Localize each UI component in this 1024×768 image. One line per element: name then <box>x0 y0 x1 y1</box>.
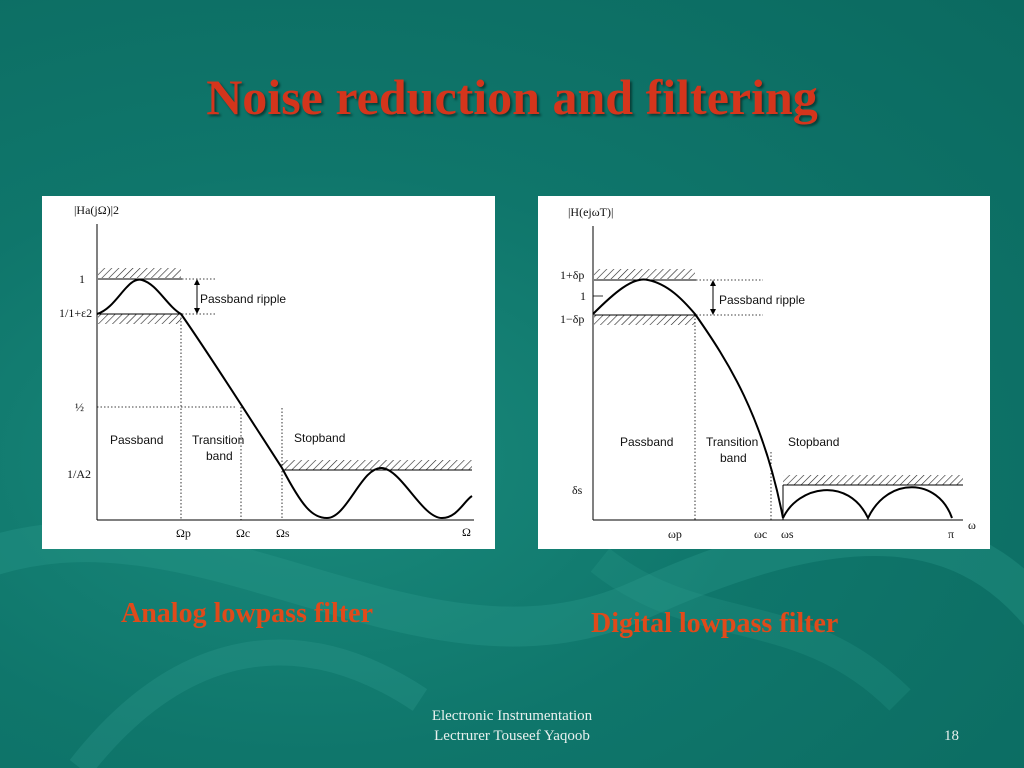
y-tick-half: ½ <box>75 400 84 414</box>
page-number: 18 <box>944 728 959 744</box>
digital-caption: Digital lowpass filter <box>591 608 839 639</box>
x-tick-omega-c: ωc <box>754 527 767 541</box>
passband-label: Passband <box>110 433 163 447</box>
footer-lecturer: Lectrurer Touseef Yaqoob <box>434 728 590 744</box>
stopband-label: Stopband <box>788 435 839 449</box>
y-tick-stopband: 1/A2 <box>67 467 91 481</box>
stopband-hatch <box>783 475 963 485</box>
x-tick-omega-p: Ωp <box>176 526 191 540</box>
x-tick-omega-p: ωp <box>668 527 682 541</box>
x-tick-omega-s: ωs <box>781 527 794 541</box>
lower-ripple-hatch <box>594 315 695 325</box>
analog-response-curve <box>96 278 473 520</box>
transition-label-1: Transition <box>706 435 758 449</box>
passband-label: Passband <box>620 435 673 449</box>
y-tick-upper: 1+δp <box>560 268 584 282</box>
transition-label-2: band <box>720 451 747 465</box>
x-tick-pi: π <box>948 527 954 541</box>
digital-plot: |H(ejωT)| 1+δp 1 1−δp δs Passband ripple… <box>560 205 976 541</box>
stopband-hatch <box>282 460 472 470</box>
y-tick-passband-min: 1/1+ε2 <box>59 306 92 320</box>
x-axis-label: ω <box>968 518 976 532</box>
y-tick-1: 1 <box>79 272 85 286</box>
analog-filter-diagram: |Ha(jΩ)|2 1 1/1+ε2 ½ 1/A2 Passband rippl… <box>42 196 495 549</box>
passband-ripple-label: Passband ripple <box>200 292 286 306</box>
transition-label-2: band <box>206 449 233 463</box>
x-tick-omega-s: Ωs <box>276 526 290 540</box>
digital-filter-diagram: |H(ejωT)| 1+δp 1 1−δp δs Passband ripple… <box>538 196 990 549</box>
y-axis-label: |Ha(jΩ)|2 <box>74 203 119 217</box>
footer: Electronic Instrumentation Lectrurer Tou… <box>400 706 624 746</box>
y-axis-label: |H(ejωT)| <box>568 205 613 219</box>
digital-response-curve <box>592 278 784 519</box>
analog-plot: |Ha(jΩ)|2 1 1/1+ε2 ½ 1/A2 Passband rippl… <box>59 203 474 540</box>
digital-stopband-lobes <box>782 486 953 521</box>
stopband-label: Stopband <box>294 431 345 445</box>
analog-caption: Analog lowpass filter <box>121 598 373 629</box>
slide-title: Noise reduction and filtering <box>206 69 818 125</box>
x-tick-omega-c: Ωc <box>236 526 250 540</box>
upper-ripple-hatch <box>98 268 181 278</box>
footer-course: Electronic Instrumentation <box>431 708 593 724</box>
passband-ripple-label: Passband ripple <box>719 293 805 307</box>
transition-label-1: Transition <box>192 433 244 447</box>
lower-ripple-hatch <box>98 314 181 324</box>
y-tick-lower: 1−δp <box>560 312 584 326</box>
x-axis-label: Ω <box>462 525 471 539</box>
y-tick-1: 1 <box>580 289 586 303</box>
y-tick-stopband: δs <box>572 483 583 497</box>
upper-ripple-hatch <box>594 269 695 279</box>
